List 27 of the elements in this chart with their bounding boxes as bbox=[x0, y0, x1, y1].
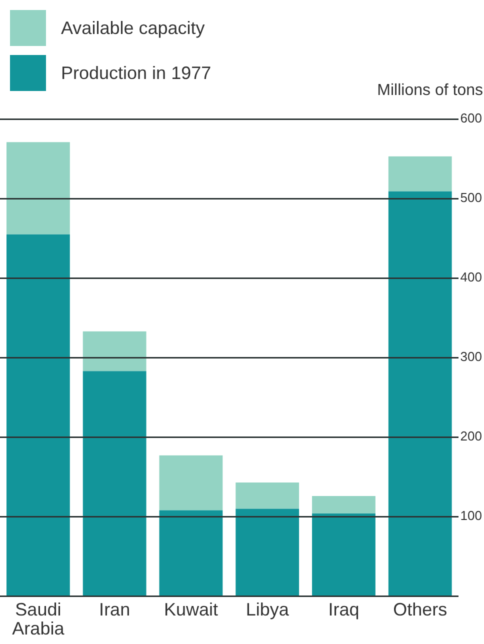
legend-label: Available capacity bbox=[61, 17, 205, 39]
bar bbox=[312, 496, 376, 514]
x-tick-label: Iraq bbox=[328, 600, 360, 620]
bar bbox=[236, 508, 300, 596]
y-tick-label: 600 bbox=[460, 110, 482, 126]
bar bbox=[159, 510, 223, 596]
bar bbox=[388, 191, 452, 596]
bar bbox=[6, 234, 70, 596]
x-tick-label: Libya bbox=[246, 600, 290, 620]
bar bbox=[6, 142, 70, 234]
bar bbox=[82, 331, 146, 372]
x-tick-label: Kuwait bbox=[164, 600, 218, 620]
bar bbox=[388, 156, 452, 192]
y-tick-label: 100 bbox=[460, 508, 482, 524]
bar bbox=[312, 513, 376, 596]
bar bbox=[159, 455, 223, 510]
x-tick-label: Saudi Arabia bbox=[12, 600, 66, 639]
y-tick-label: 500 bbox=[460, 190, 482, 206]
y-tick-label: 200 bbox=[460, 428, 482, 444]
x-tick-label: Iran bbox=[99, 600, 130, 620]
y-axis-title: Millions of tons bbox=[377, 81, 483, 100]
x-tick-label: Others bbox=[393, 600, 448, 620]
y-tick-label: 400 bbox=[460, 270, 482, 285]
y-tick-label: 300 bbox=[460, 349, 482, 364]
bar bbox=[236, 482, 300, 509]
bar bbox=[82, 371, 146, 596]
legend-label: Production in 1977 bbox=[61, 62, 212, 84]
